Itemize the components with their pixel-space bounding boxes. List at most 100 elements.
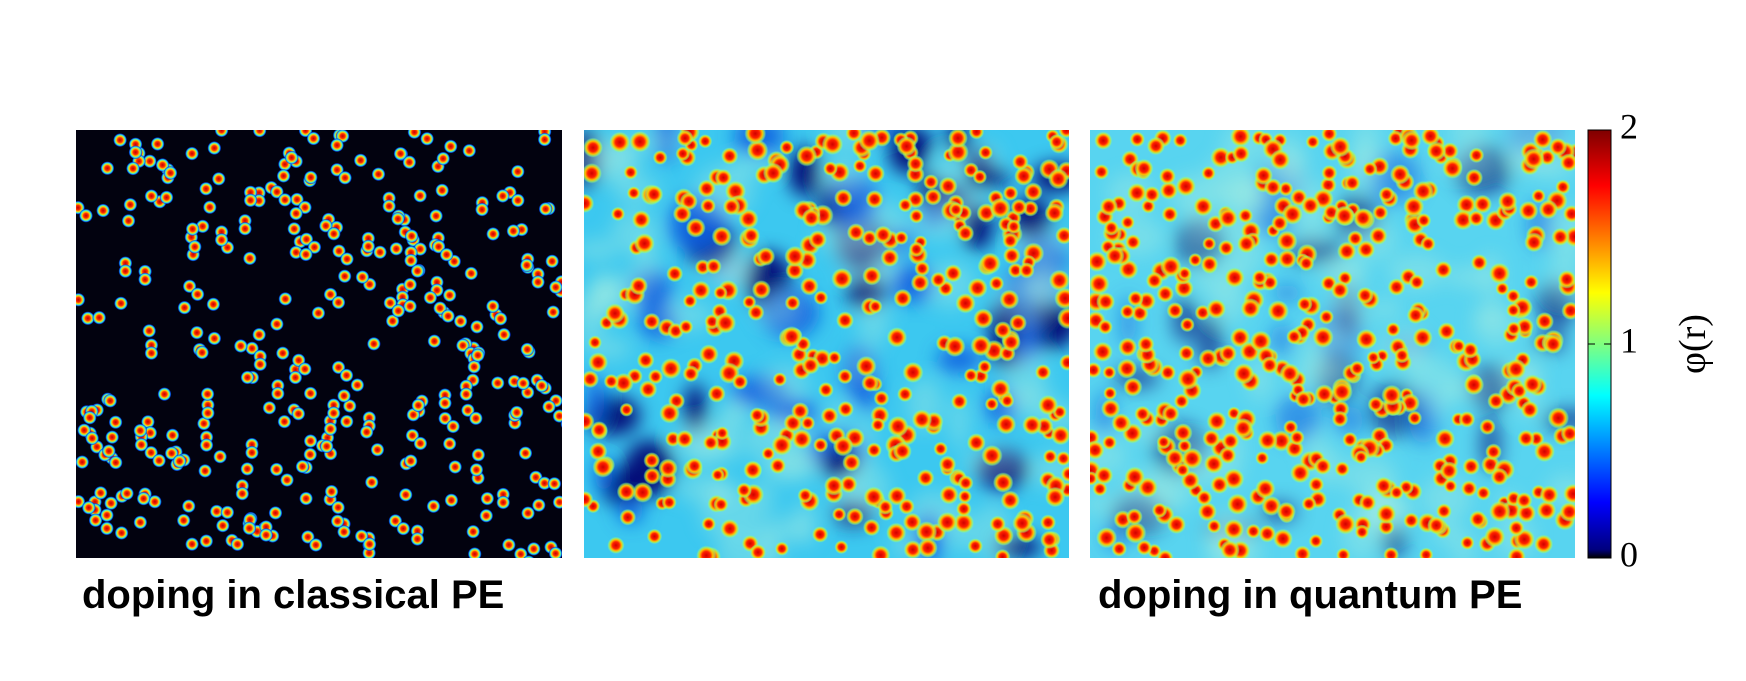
heatmap-spot bbox=[326, 226, 341, 241]
heatmap-spot bbox=[1103, 220, 1120, 236]
heatmap-spot bbox=[1518, 200, 1539, 221]
heatmap-spot bbox=[590, 421, 608, 439]
heatmap-spot bbox=[196, 416, 211, 431]
heatmap-spot bbox=[163, 165, 178, 180]
heatmap-spot bbox=[666, 265, 684, 283]
heatmap-spot bbox=[366, 336, 381, 351]
heatmap-spot bbox=[1233, 362, 1255, 385]
heatmap-spot bbox=[1270, 214, 1289, 232]
heatmap-spot bbox=[968, 130, 985, 140]
heatmap-spot bbox=[371, 167, 386, 182]
heatmap-spot bbox=[1166, 514, 1187, 535]
heatmap-spot bbox=[698, 134, 713, 149]
heatmap-spot bbox=[1547, 407, 1570, 429]
heatmap-spot bbox=[420, 131, 435, 146]
heatmap-spot bbox=[863, 486, 885, 508]
heatmap-spot bbox=[240, 461, 255, 476]
heatmap-spot bbox=[136, 491, 151, 506]
heatmap-spot bbox=[269, 317, 284, 332]
heatmap-spot bbox=[113, 296, 128, 311]
heatmap-spot bbox=[977, 359, 992, 375]
heatmap-spot bbox=[868, 299, 883, 314]
heatmap-spot bbox=[506, 224, 521, 239]
heatmap-spot bbox=[1462, 457, 1481, 476]
heatmap-spot bbox=[1103, 386, 1118, 401]
heatmap-spot bbox=[801, 208, 821, 228]
heatmap-spot bbox=[632, 481, 654, 503]
heatmap-spot bbox=[623, 164, 639, 180]
heatmap-spot bbox=[967, 277, 988, 299]
heatmap-spot bbox=[1362, 161, 1378, 177]
heatmap-spot bbox=[661, 494, 677, 511]
heatmap-spot bbox=[989, 197, 1011, 219]
heatmap-spot bbox=[1418, 547, 1434, 558]
heatmap-spot bbox=[209, 504, 224, 519]
heatmap-spot bbox=[995, 414, 1017, 435]
heatmap-spot bbox=[1559, 501, 1575, 522]
heatmap-spot bbox=[172, 454, 187, 469]
heatmap-spot bbox=[796, 145, 818, 167]
heatmap-spot bbox=[811, 526, 829, 543]
heatmap-spot bbox=[1460, 479, 1478, 498]
heatmap-spot bbox=[587, 352, 609, 373]
heatmap-spot bbox=[749, 543, 767, 558]
heatmap-spot bbox=[435, 183, 450, 198]
heatmap-spot bbox=[519, 258, 534, 273]
heatmap-spot bbox=[722, 197, 741, 216]
heatmap-spot bbox=[448, 459, 463, 474]
heatmap-spot bbox=[1276, 230, 1298, 252]
heatmap-spot bbox=[682, 293, 698, 309]
heatmap-spot bbox=[938, 176, 958, 196]
heatmap-spot bbox=[389, 241, 404, 256]
heatmap-spot bbox=[410, 264, 425, 279]
heatmap-spot bbox=[714, 168, 733, 187]
heatmap-spot bbox=[646, 528, 663, 545]
heatmap-spot bbox=[1533, 440, 1556, 463]
heatmap-spot bbox=[1539, 485, 1559, 505]
heatmap-spot bbox=[911, 409, 933, 430]
heatmap-spot bbox=[215, 518, 230, 533]
heatmap-spot bbox=[893, 288, 913, 308]
heatmap-spot bbox=[114, 525, 129, 540]
heatmap-spot bbox=[1416, 212, 1432, 229]
heatmap-spot bbox=[278, 291, 293, 306]
heatmap-spot bbox=[270, 386, 285, 401]
heatmap-spot bbox=[1349, 360, 1366, 377]
heatmap-spot bbox=[1134, 405, 1151, 423]
heatmap-spot bbox=[1289, 429, 1305, 446]
heatmap-spot bbox=[743, 460, 763, 480]
heatmap-spot bbox=[1119, 303, 1136, 320]
heatmap-spot bbox=[742, 226, 761, 245]
heatmap-spot bbox=[518, 446, 533, 461]
heatmap-spot bbox=[1221, 432, 1240, 451]
heatmap-spot bbox=[426, 499, 441, 514]
heatmap-spot bbox=[1094, 465, 1114, 485]
heatmap-spot bbox=[81, 500, 96, 515]
heatmap-spot bbox=[1321, 164, 1338, 182]
heatmap-spot bbox=[685, 457, 704, 475]
heatmap-spot bbox=[1210, 146, 1232, 169]
heatmap-spot bbox=[1101, 434, 1118, 451]
heatmap-spot bbox=[744, 130, 767, 145]
heatmap-spot bbox=[817, 381, 834, 398]
heatmap-spot bbox=[1561, 301, 1575, 321]
heatmap-spot bbox=[675, 146, 691, 162]
heatmap-spot bbox=[749, 407, 766, 424]
heatmap-spot bbox=[337, 269, 352, 284]
heatmap-spot bbox=[834, 540, 849, 555]
heatmap-spot bbox=[268, 505, 283, 520]
heatmap-spot bbox=[184, 146, 199, 161]
heatmap-spot bbox=[495, 188, 510, 203]
heatmap-spot bbox=[391, 303, 406, 318]
heatmap-spot bbox=[1495, 281, 1510, 296]
heatmap-spot bbox=[324, 484, 339, 499]
heatmap-spot bbox=[1412, 180, 1434, 202]
heatmap-spot bbox=[831, 507, 847, 522]
heatmap-spot bbox=[1090, 250, 1108, 273]
heatmap-spot bbox=[647, 368, 664, 385]
colorbar-tick-label: 1 bbox=[1620, 320, 1638, 360]
heatmap-spot bbox=[1308, 533, 1324, 549]
heatmap-spot bbox=[1260, 356, 1279, 375]
heatmap-spot bbox=[373, 245, 388, 260]
heatmap-spot bbox=[1018, 262, 1035, 279]
